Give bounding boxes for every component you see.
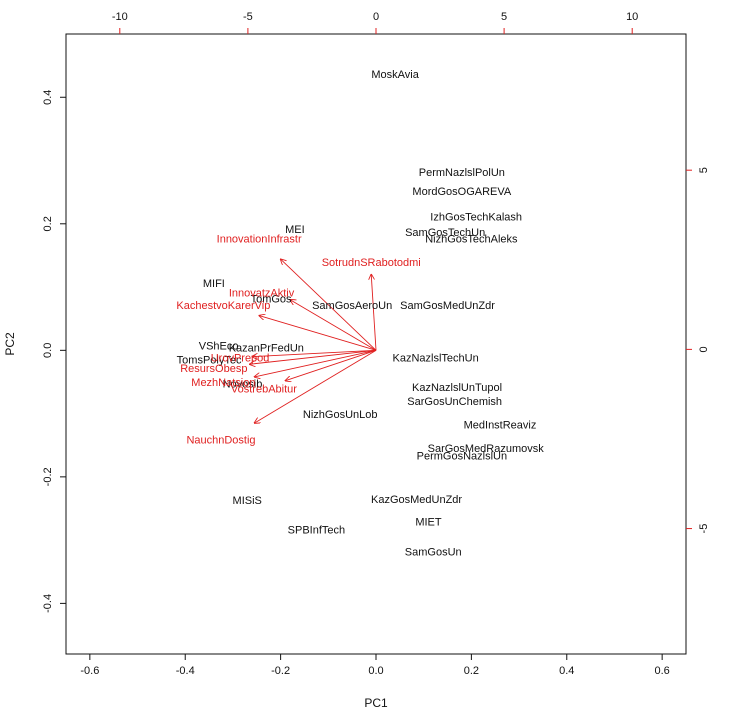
variable-arrow xyxy=(290,300,377,351)
x-tick-label: -0.6 xyxy=(80,665,99,677)
variable-arrow xyxy=(254,349,377,377)
observation-label: SarGosUnChemish xyxy=(407,396,502,408)
observation-label: MIFI xyxy=(203,278,225,290)
y2-tick-label: 5 xyxy=(698,167,710,173)
y2-tick-label: 0 xyxy=(698,346,710,352)
observation-label: MIET xyxy=(415,516,442,528)
observation-label: SamGosMedUnZdr xyxy=(400,300,495,312)
variable-arrow xyxy=(281,259,377,351)
observation-labels: MoskAvia PermNazlslPolUn MordGosOGAREVA Izh… xyxy=(177,69,545,559)
variable-arrow xyxy=(371,274,377,351)
variable-label: MezhNatsion xyxy=(191,377,255,389)
variable-label: VostrebAbitur xyxy=(231,383,297,395)
variable-label: NauchnDostig xyxy=(186,435,255,447)
x2-tick-label: 0 xyxy=(373,11,379,23)
x2-tick-label: -10 xyxy=(112,11,128,23)
variable-arrows xyxy=(250,259,377,423)
y2-tick-label: -5 xyxy=(698,524,710,534)
observation-label: TomGos xyxy=(251,294,292,306)
observation-label: KazNazlslUnTupol xyxy=(412,382,502,394)
observation-label: SamGosAeroUn xyxy=(312,300,392,312)
variable-arrow xyxy=(259,316,377,351)
observation-label: SamGosUn xyxy=(405,547,462,559)
y-tick-label: -0.4 xyxy=(42,594,54,613)
variable-arrow xyxy=(285,349,377,380)
x2-tick-label: 10 xyxy=(626,11,638,23)
x2-tick-label: 5 xyxy=(501,11,507,23)
y-axis-title: PC2 xyxy=(3,332,17,356)
observation-label: KazNazlslTechUn xyxy=(393,352,479,364)
variable-label: SotrudnSRabotodmi xyxy=(322,257,421,269)
observation-label: KazanPrFedUn xyxy=(229,342,304,354)
observation-label: MISiS xyxy=(233,495,262,507)
x-tick-label: 0.0 xyxy=(368,665,383,677)
observation-label: MordGosOGAREVA xyxy=(412,186,511,198)
variable-labels: InnovationInfrastr SotrudnSRabotodmi Innov… xyxy=(176,234,420,447)
x-tick-label: 0.6 xyxy=(655,665,670,677)
x-tick-label: 0.2 xyxy=(464,665,479,677)
observation-label: Novosib xyxy=(223,378,263,390)
variable-label: KachestvoKarerVip xyxy=(176,300,270,312)
variable-label: UrovPrepod xyxy=(211,352,270,364)
y-tick-label: 0.4 xyxy=(42,90,54,105)
x-axis-title: PC1 xyxy=(364,696,388,710)
observation-label: PermNazlslPolUn xyxy=(419,167,505,179)
x2-tick-label: -5 xyxy=(243,11,253,23)
x-tick-label: 0.4 xyxy=(559,665,574,677)
variable-arrow xyxy=(250,349,377,364)
observation-label: KazGosMedUnZdr xyxy=(371,494,462,506)
observation-label: MoskAvia xyxy=(371,69,419,81)
observation-label: SarGosMedRazumovsk xyxy=(428,443,545,455)
axes-layer: -0.6 -0.4 -0.2 0.0 0.2 0.4 0.6 -0.4 -0.2 0.0 0.2 0.… xyxy=(42,11,710,677)
x-tick-label: -0.4 xyxy=(176,665,195,677)
variable-label: InnovatzAktiv xyxy=(229,287,295,299)
observation-label: TomsPolyTec xyxy=(177,354,242,366)
variable-label: ResursObesp xyxy=(180,363,247,375)
variable-arrow xyxy=(254,349,377,423)
x-tick-label: -0.2 xyxy=(271,665,290,677)
observation-label: PermGosNazlslUn xyxy=(417,451,507,463)
variable-arrow xyxy=(252,349,377,356)
variable-label: InnovationInfrastr xyxy=(217,234,302,246)
observation-label: MEI xyxy=(285,224,305,236)
y-tick-label: 0.2 xyxy=(42,216,54,231)
observation-label: VShEco xyxy=(199,340,239,352)
observation-label: NizhGosUnLob xyxy=(303,409,378,421)
y-tick-label: -0.2 xyxy=(42,467,54,486)
observation-label: NizhGosTechAleks xyxy=(425,234,518,246)
observation-label: SPBInfTech xyxy=(288,525,345,537)
observation-label: IzhGosTechKalash xyxy=(430,211,522,223)
observation-label: SamGosTechUn xyxy=(405,227,485,239)
y-tick-label: 0.0 xyxy=(42,343,54,358)
observation-label: MedInstReaviz xyxy=(464,420,537,432)
